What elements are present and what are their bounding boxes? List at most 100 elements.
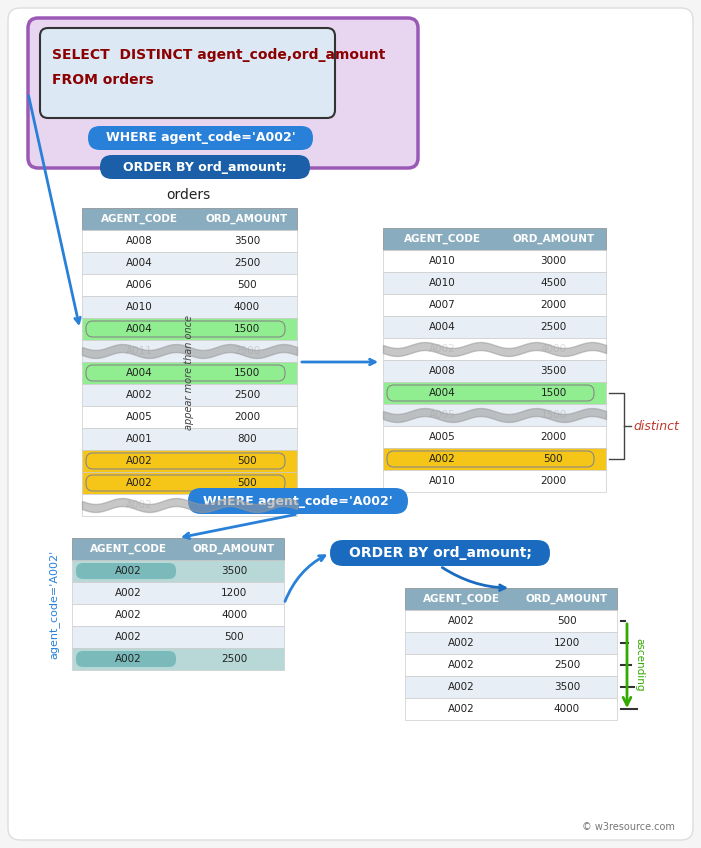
Text: A007: A007 — [428, 300, 456, 310]
FancyBboxPatch shape — [40, 28, 335, 118]
Bar — [405, 610, 617, 632]
Text: 1500: 1500 — [234, 368, 260, 378]
Text: A005: A005 — [428, 432, 456, 442]
FancyBboxPatch shape — [28, 18, 418, 168]
Bar — [383, 470, 606, 492]
Text: A004: A004 — [428, 388, 456, 398]
Text: A004: A004 — [126, 324, 153, 334]
Bar — [82, 296, 297, 318]
Bar — [405, 632, 617, 654]
FancyBboxPatch shape — [86, 475, 285, 491]
Text: 4000: 4000 — [540, 344, 566, 354]
Text: A002: A002 — [126, 456, 153, 466]
Text: 1500: 1500 — [234, 324, 260, 334]
Text: A002: A002 — [428, 454, 456, 464]
Text: SELECT  DISTINCT agent_code,ord_amount: SELECT DISTINCT agent_code,ord_amount — [52, 48, 386, 62]
Bar — [82, 450, 297, 472]
FancyBboxPatch shape — [86, 321, 285, 337]
Bar — [72, 604, 284, 626]
Text: 3500: 3500 — [234, 236, 260, 246]
Text: 2000: 2000 — [234, 412, 260, 422]
Text: A005: A005 — [428, 410, 456, 420]
Text: A010: A010 — [126, 302, 153, 312]
FancyBboxPatch shape — [387, 451, 594, 467]
Bar — [405, 676, 617, 698]
Text: 1500: 1500 — [540, 388, 566, 398]
Text: AGENT_CODE: AGENT_CODE — [90, 544, 167, 554]
Text: appear more than once: appear more than once — [184, 315, 194, 431]
FancyBboxPatch shape — [88, 126, 313, 150]
FancyBboxPatch shape — [100, 155, 310, 179]
Text: A002: A002 — [115, 566, 142, 576]
Text: 500: 500 — [237, 500, 257, 510]
Text: ORDER BY ord_amount;: ORDER BY ord_amount; — [123, 160, 287, 174]
Text: 1500: 1500 — [540, 388, 566, 398]
FancyBboxPatch shape — [76, 563, 176, 579]
Text: ORD_AMOUNT: ORD_AMOUNT — [206, 214, 288, 224]
Text: © w3resource.com: © w3resource.com — [582, 822, 675, 832]
Bar — [82, 340, 297, 362]
Bar — [72, 626, 284, 648]
Text: ORD_AMOUNT: ORD_AMOUNT — [193, 544, 275, 554]
Text: A002: A002 — [126, 390, 153, 400]
Text: A002: A002 — [448, 704, 475, 714]
Text: 500: 500 — [237, 478, 257, 488]
Text: 1500: 1500 — [234, 324, 260, 334]
Bar — [405, 588, 617, 610]
Bar — [383, 294, 606, 316]
Text: 2500: 2500 — [234, 258, 260, 268]
Text: A002: A002 — [115, 654, 142, 664]
FancyBboxPatch shape — [86, 453, 285, 469]
Text: 500: 500 — [557, 616, 577, 626]
Text: 500: 500 — [544, 454, 564, 464]
Text: A002: A002 — [448, 682, 475, 692]
Text: A008: A008 — [126, 236, 153, 246]
Text: FROM orders: FROM orders — [52, 73, 154, 87]
Text: AGENT_CODE: AGENT_CODE — [101, 214, 178, 224]
Bar — [82, 318, 297, 340]
Text: ORD_AMOUNT: ORD_AMOUNT — [526, 594, 608, 604]
Text: A002: A002 — [448, 638, 475, 648]
Bar — [82, 384, 297, 406]
Text: 1500: 1500 — [540, 410, 566, 420]
Text: 4000: 4000 — [221, 610, 247, 620]
Text: 4500: 4500 — [540, 278, 566, 288]
Text: ascending: ascending — [634, 639, 644, 692]
Bar — [383, 316, 606, 338]
Text: A006: A006 — [126, 280, 153, 290]
FancyBboxPatch shape — [86, 365, 285, 381]
Text: A004: A004 — [126, 324, 153, 334]
Bar — [72, 648, 284, 670]
Text: ORDER BY ord_amount;: ORDER BY ord_amount; — [348, 546, 531, 560]
Text: A010: A010 — [428, 476, 456, 486]
Bar — [383, 272, 606, 294]
Text: 500: 500 — [237, 478, 257, 488]
Text: A002: A002 — [448, 616, 475, 626]
Text: A002: A002 — [126, 500, 153, 510]
Text: 3500: 3500 — [221, 566, 247, 576]
Text: A005: A005 — [126, 412, 153, 422]
Bar — [82, 252, 297, 274]
Text: 500: 500 — [237, 280, 257, 290]
Text: 2500: 2500 — [234, 346, 260, 356]
FancyBboxPatch shape — [8, 8, 693, 840]
Text: A002: A002 — [115, 566, 142, 576]
Bar — [383, 382, 606, 404]
Text: A001: A001 — [126, 434, 153, 444]
Text: 3500: 3500 — [554, 682, 580, 692]
Text: A002: A002 — [115, 654, 142, 664]
Text: 800: 800 — [237, 434, 257, 444]
Text: 500: 500 — [237, 456, 257, 466]
Text: A002: A002 — [126, 456, 153, 466]
Text: A002: A002 — [126, 478, 153, 488]
Text: 1500: 1500 — [234, 368, 260, 378]
Text: 2000: 2000 — [540, 300, 566, 310]
Text: orders: orders — [166, 188, 210, 202]
Text: 2500: 2500 — [234, 390, 260, 400]
Text: A002: A002 — [115, 588, 142, 598]
Text: 500: 500 — [237, 456, 257, 466]
Bar — [82, 494, 297, 516]
Text: ORD_AMOUNT: ORD_AMOUNT — [512, 234, 594, 244]
Bar — [383, 426, 606, 448]
Text: A010: A010 — [428, 256, 456, 266]
